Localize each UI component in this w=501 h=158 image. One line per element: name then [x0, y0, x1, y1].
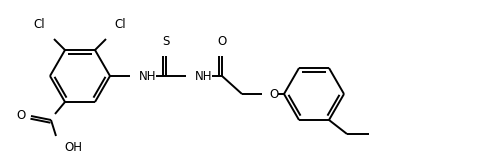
Text: NH: NH	[139, 70, 156, 82]
Text: Cl: Cl	[114, 18, 125, 31]
Text: O: O	[217, 35, 226, 48]
Text: NH: NH	[194, 70, 212, 82]
Text: S: S	[162, 35, 169, 48]
Text: OH: OH	[64, 141, 82, 154]
Text: O: O	[269, 88, 278, 100]
Text: O: O	[17, 109, 26, 122]
Text: Cl: Cl	[33, 18, 45, 31]
